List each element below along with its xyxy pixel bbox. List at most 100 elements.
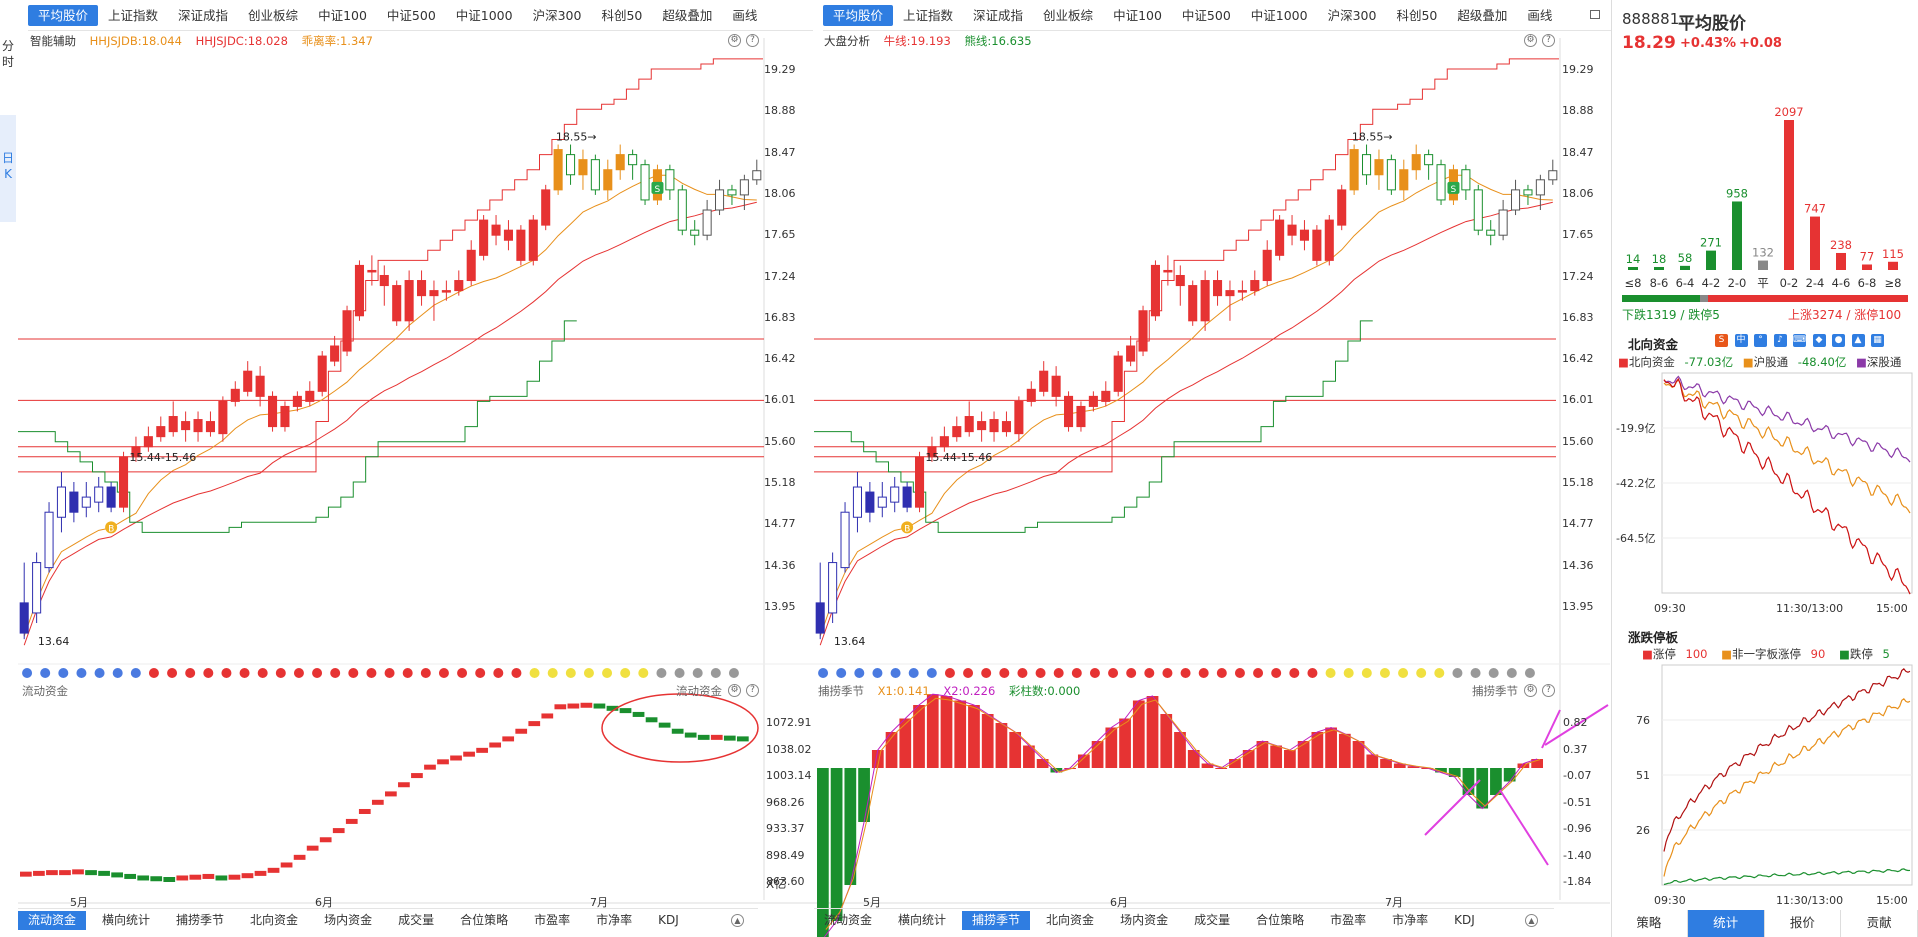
bottom-tab-0[interactable]: 流动资金 — [824, 913, 873, 927]
bottom-tab-1[interactable]: 横向统计 — [102, 913, 151, 927]
left-tab-5[interactable]: 中证500 — [386, 7, 436, 23]
help-icon[interactable]: ? — [1542, 34, 1555, 47]
bottom-tab-6[interactable]: 合位策略 — [1256, 913, 1305, 927]
sogou-icon[interactable]: S — [1715, 334, 1728, 347]
bottom-tab-6[interactable]: 合位策略 — [460, 913, 509, 927]
bottom-tab-2[interactable]: 捕捞季节 — [176, 913, 225, 927]
legend-limit-up-value: 100 — [1685, 647, 1708, 661]
user-icon[interactable]: ● — [1832, 334, 1845, 347]
info-tab-3[interactable]: 贡献 — [1841, 910, 1918, 937]
side-tab-fenshi[interactable]: 分时 — [1, 39, 14, 69]
left-tab-4[interactable]: 中证100 — [318, 7, 367, 23]
left-tab-8[interactable]: 科创50 — [601, 7, 643, 23]
right-tab-4[interactable]: 中证100 — [1113, 7, 1162, 23]
bottom-tab-8[interactable]: 市净率 — [596, 913, 633, 927]
signal-dot — [981, 668, 992, 678]
left-tab-3[interactable]: 创业板综 — [248, 7, 299, 23]
left-tab-10[interactable]: 画线 — [732, 7, 758, 23]
bottom-tab-3[interactable]: 北向资金 — [250, 913, 299, 927]
side-tab-rik[interactable]: 日K — [0, 115, 16, 222]
right-tab-10[interactable]: 画线 — [1527, 7, 1553, 23]
bottom-tab-9[interactable]: KDJ — [658, 913, 679, 927]
bottom-tab-4[interactable]: 场内资金 — [324, 913, 373, 927]
ratio-bar-down — [1622, 295, 1700, 302]
signal-dot — [1488, 668, 1499, 678]
flow-bar — [437, 759, 449, 765]
collapse-up-icon[interactable]: ▲ — [731, 914, 744, 927]
candle-body — [1461, 169, 1471, 191]
left-tab-6[interactable]: 中证1000 — [455, 7, 513, 23]
settings-icon[interactable]: ⚙ — [1524, 684, 1537, 697]
signal-dot — [457, 668, 468, 678]
price-tick: 18.06 — [764, 186, 796, 200]
keyboard-icon[interactable]: ⌨ — [1793, 334, 1806, 347]
bottom-tab-4[interactable]: 场内资金 — [1120, 913, 1169, 927]
bottom-tab-2[interactable]: 捕捞季节 — [962, 911, 1031, 930]
settings-icon[interactable]: ⚙ — [728, 684, 741, 697]
left-tab-2[interactable]: 深证成指 — [178, 7, 229, 23]
candle-body — [615, 154, 625, 171]
bottom-tab-1[interactable]: 横向统计 — [898, 913, 947, 927]
bottom-tab-7[interactable]: 市盈率 — [1330, 913, 1367, 927]
grid-icon[interactable]: ▦ — [1871, 334, 1884, 347]
histogram-bar — [871, 750, 884, 768]
right-tab-0[interactable]: 平均股价 — [823, 4, 894, 26]
left-tab-7[interactable]: 沪深300 — [532, 7, 582, 23]
candle-body — [1101, 390, 1111, 402]
left-tab-1[interactable]: 上证指数 — [108, 7, 159, 23]
candle-body — [815, 602, 825, 634]
bottom-tab-7[interactable]: 市盈率 — [534, 913, 571, 927]
limit-series — [1663, 697, 1911, 877]
shirt-icon[interactable]: ▲ — [1851, 334, 1865, 347]
settings-icon[interactable]: ⚙ — [728, 34, 741, 47]
signal-dot — [203, 668, 214, 678]
sub-indicator-name[interactable]: 捕捞季节 — [818, 684, 864, 698]
chinese-input-icon[interactable]: 中 — [1734, 334, 1748, 347]
bottom-tab-0[interactable]: 流动资金 — [18, 911, 87, 930]
right-tab-2[interactable]: 深证成指 — [973, 7, 1024, 23]
bottom-tab-9[interactable]: KDJ — [1454, 913, 1475, 927]
kline-charts[interactable]: 15.44-15.46 13.64 18.55→ B S 15.44-15.46 13.64… — [0, 0, 1611, 937]
right-tab-6[interactable]: 中证1000 — [1250, 7, 1308, 23]
info-tab-0[interactable]: 策略 — [1611, 910, 1688, 937]
right-tab-1[interactable]: 上证指数 — [903, 7, 954, 23]
dist-label: 0-2 — [1780, 276, 1799, 290]
candle-body — [1163, 269, 1173, 273]
right-tab-7[interactable]: 沪深300 — [1327, 7, 1377, 23]
help-icon[interactable]: ? — [746, 34, 759, 47]
left-sub-title-right: 流动资金 — [676, 684, 722, 698]
signal-dot — [130, 668, 141, 678]
help-icon[interactable]: ? — [746, 684, 759, 697]
left-tab-9[interactable]: 超级叠加 — [662, 7, 713, 23]
bottom-tab-5[interactable]: 成交量 — [1194, 913, 1231, 927]
right-tab-8[interactable]: 科创50 — [1396, 7, 1438, 23]
flow-bar — [150, 876, 163, 882]
candle-body — [1498, 209, 1508, 236]
left-tab-0[interactable]: 平均股价 — [28, 4, 99, 26]
right-tab-5[interactable]: 中证500 — [1181, 7, 1231, 23]
signal-dot — [185, 668, 196, 678]
punct-icon[interactable]: ° — [1754, 334, 1767, 347]
dist-value: 115 — [1882, 247, 1904, 261]
bottom-tab-8[interactable]: 市净率 — [1392, 913, 1429, 927]
candle-body — [143, 436, 153, 448]
skin-icon[interactable]: ◆ — [1812, 334, 1826, 347]
settings-icon[interactable]: ⚙ — [1524, 34, 1537, 47]
right-tab-3[interactable]: 创业板综 — [1043, 7, 1094, 23]
bottom-tab-3[interactable]: 北向资金 — [1046, 913, 1095, 927]
collapse-icon[interactable] — [1590, 10, 1600, 19]
collapse-up-icon[interactable]: ▲ — [1525, 914, 1538, 927]
right-tab-9[interactable]: 超级叠加 — [1457, 7, 1508, 23]
bottom-tab-5[interactable]: 成交量 — [398, 913, 435, 927]
candle-body — [640, 164, 650, 201]
indicator-name[interactable]: 智能辅助 — [30, 34, 76, 48]
info-tab-1[interactable]: 统计 — [1687, 910, 1765, 937]
mic-icon[interactable]: ♪ — [1773, 334, 1787, 347]
indicator-name[interactable]: 大盘分析 — [824, 34, 870, 48]
sell-icon-label: S — [1450, 185, 1456, 195]
info-tab-2[interactable]: 报价 — [1765, 910, 1842, 937]
help-icon[interactable]: ? — [1542, 684, 1555, 697]
dist-label: 6-8 — [1858, 276, 1877, 290]
arrow-annotation — [1544, 704, 1609, 746]
price-tick: 16.42 — [764, 352, 796, 366]
